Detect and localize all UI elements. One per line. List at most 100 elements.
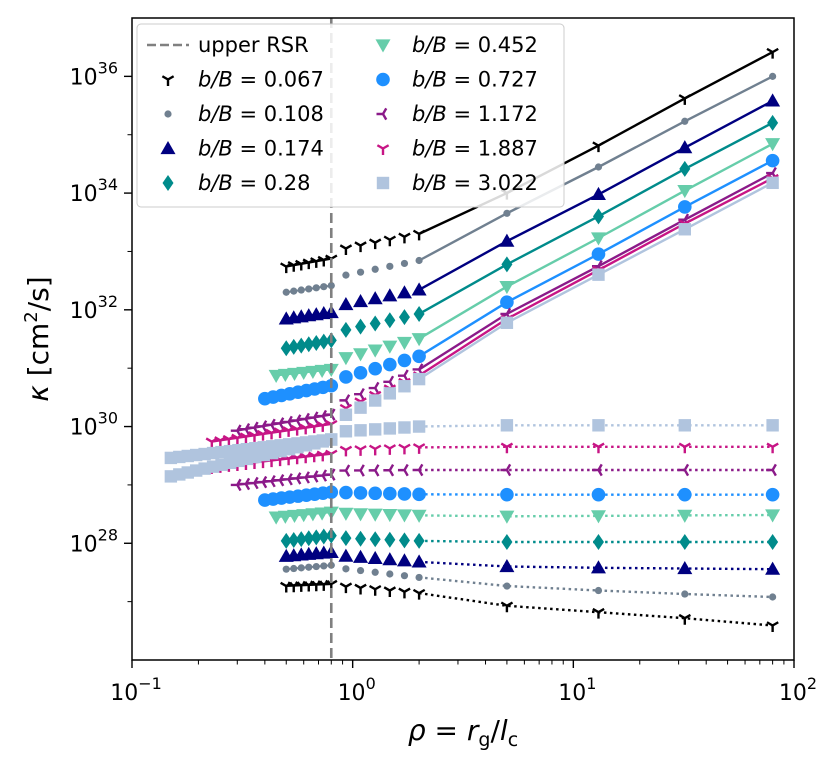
series-0.174-par-point (367, 291, 383, 305)
series-0.28-par-point (413, 305, 425, 322)
series-0.452-perp-point (277, 510, 293, 524)
series-0.174-perp-point (338, 548, 354, 562)
legend-label: b/B = 3.022 (412, 171, 538, 195)
series-0.727-par-point (765, 153, 780, 168)
series-0.452-perp-point (499, 510, 515, 524)
series-3.022-perp-line (419, 424, 773, 428)
series-0.28-perp-point (355, 530, 367, 547)
series-0.452-perp-point (338, 507, 354, 521)
series-0.452-perp-point (314, 507, 330, 521)
series-0.174-par-point (590, 186, 606, 201)
series-0.108-perp-point (320, 562, 328, 570)
series-0.108-par-point (297, 286, 305, 294)
series-1.172-perp-point (264, 474, 276, 488)
y-tick-label: 1036 (70, 58, 118, 90)
y-tick-label: 1032 (70, 292, 118, 324)
series-0.727-par-point (591, 247, 606, 261)
series-0.108-perp-point (312, 562, 320, 571)
series-0.452-par-point (338, 352, 354, 366)
series-3.022-par-point (678, 223, 692, 236)
series-0.067-perp-point (766, 621, 779, 633)
series-1.172-perp-point (273, 474, 285, 487)
series-0.452-par-point (353, 348, 369, 362)
y-tick-label: 1028 (70, 525, 118, 557)
series-1.887-perp-point (383, 444, 397, 455)
legend-label: b/B = 0.174 (198, 137, 324, 161)
series-3.022-par-point (383, 387, 397, 400)
series-0.452-par-point (765, 138, 781, 152)
series-0.28-par-point (767, 114, 779, 131)
legend-label: b/B = 0.108 (198, 102, 324, 126)
series-0.452-perp-point (677, 509, 693, 523)
series-1.172-perp-point (282, 473, 293, 486)
series-1.887-perp-point (339, 445, 353, 457)
series-0.727-par-point (353, 366, 368, 380)
legend-marker-3.022 (376, 176, 390, 190)
series-0.28-perp-point (303, 530, 315, 547)
series-1.172-perp-point (256, 475, 268, 489)
series-1.172-perp-point (354, 464, 365, 477)
series-0.067 (280, 47, 779, 633)
series-1.887-perp-point (354, 445, 367, 456)
series-1.172-perp-point (339, 464, 351, 477)
series-0.067-perp-point (383, 586, 397, 598)
series-0.067-par-point (592, 141, 605, 153)
series-0.452-perp-point (396, 509, 412, 523)
series-0.727-par-point (383, 357, 397, 372)
series-0.727-perp-point (591, 487, 606, 502)
series-1.172-perp-point (678, 463, 690, 477)
series-0.108-perp-point (282, 565, 290, 573)
series-1.172-perp-point (290, 472, 302, 485)
series-0.452-par-point (411, 333, 427, 347)
legend-marker-1.887 (376, 144, 390, 155)
series-3.022-par-point (398, 380, 411, 393)
series-0.727-perp-point (368, 486, 382, 501)
series-0.727-par-point (368, 361, 382, 376)
series-0.067-perp-point (339, 582, 353, 594)
series-0.28-par-point (280, 340, 292, 357)
series-0.452-par-point (296, 366, 312, 380)
series-0.28-perp-point (288, 531, 300, 548)
series-0.727-perp-point (412, 487, 426, 502)
series-3.022-par-point (766, 176, 779, 190)
series-3.022-perp-point (354, 424, 367, 437)
series-0.174-perp-point (499, 558, 515, 573)
series-1.172-perp-point (397, 463, 409, 477)
series-0.174-perp-point (382, 552, 398, 566)
series-0.067-par-point (766, 47, 779, 59)
series-0.067-perp-point (368, 584, 382, 596)
series-0.174-par-point (382, 288, 398, 302)
series-0.108-perp-point (386, 570, 394, 578)
legend-label: b/B = 0.452 (412, 33, 538, 57)
series-3.022-perp-point (383, 422, 397, 435)
series-3.022-par-point (368, 394, 382, 407)
series-0.452-par-point (396, 336, 412, 351)
series-0.28-perp-point (679, 534, 691, 551)
series-0.727-par-point (412, 349, 426, 364)
series-0.108-par-point (769, 72, 777, 80)
series-1.172-perp-point (412, 463, 424, 477)
series-0.727-perp-point (765, 487, 780, 502)
series-0.108-par-point (503, 209, 511, 217)
series-0.727-perp-point (339, 485, 353, 500)
series-0.108-par-point (342, 271, 350, 279)
series-0.452-perp-point (590, 510, 606, 524)
series-0.452-perp-point (305, 508, 321, 522)
series-3.022-par-point (592, 268, 605, 281)
series-0.174-perp-point (590, 560, 606, 574)
legend-marker-0.067 (161, 75, 175, 86)
legend-marker-0.28 (162, 175, 174, 191)
series-0.108-par-point (356, 268, 365, 276)
series-0.108-par-point (386, 262, 394, 270)
series-3.022-perp-point (412, 420, 426, 433)
series-0.067-par-point (354, 241, 367, 253)
series-1.887-perp-point (678, 442, 692, 454)
legend-marker-0.727 (376, 72, 390, 87)
legend-label: b/B = 1.172 (412, 102, 538, 126)
series-1.172-perp-point (307, 470, 319, 483)
data-layer (164, 47, 781, 633)
series-0.452-par-point (499, 280, 515, 295)
series-0.108-par-point (594, 163, 603, 171)
legend-box (136, 23, 565, 208)
series-0.108-perp-point (400, 572, 409, 580)
